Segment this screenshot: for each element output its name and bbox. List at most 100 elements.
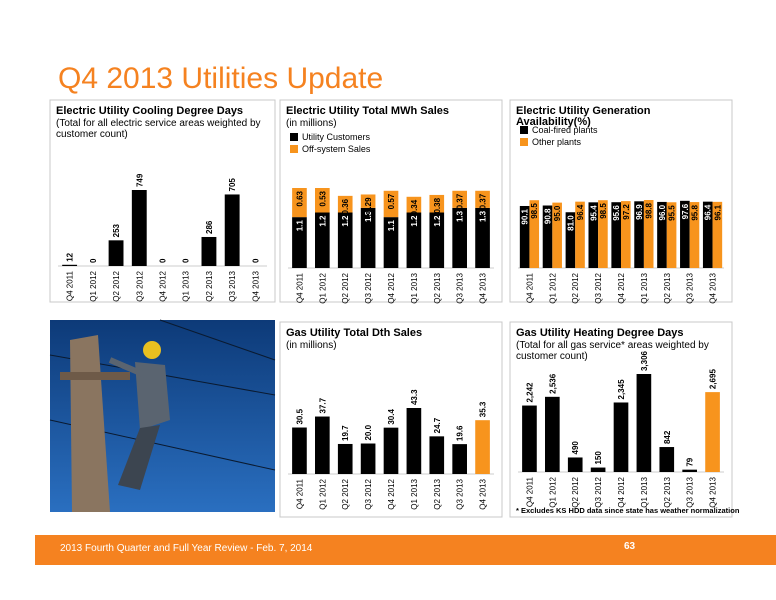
value-label: 20.0 [364,424,373,440]
value-label: 2,695 [709,369,718,390]
page-number: 63 [624,541,636,552]
legend-label: Off-system Sales [302,144,371,154]
x-tick-label: Q2 2013 [663,272,672,303]
value-label: 90.1 [521,208,530,224]
bar [360,443,376,474]
footer-text: 2013 Fourth Quarter and Full Year Review… [60,543,313,554]
value-label: 0.53 [318,190,327,206]
bar-segment [337,212,353,268]
value-label: 19.6 [456,425,465,441]
bar-segment [360,207,376,268]
x-tick-label: Q4 2013 [251,270,260,301]
x-tick-label: Q4 2013 [479,478,488,509]
bar-segment [315,212,330,268]
bar-segment [429,212,445,268]
x-tick-label: Q3 2012 [364,272,373,303]
value-label: 96.9 [635,204,644,220]
bar [406,408,422,474]
x-tick-label: Q1 2012 [318,272,327,303]
bar [657,201,667,268]
value-label: 0 [182,258,191,263]
value-label: 0.63 [295,190,304,206]
x-tick-label: Q4 2012 [159,270,168,301]
chart-title: Electric Utility Total MWh Sales [286,105,449,117]
value-label: 30.4 [387,409,396,425]
bar [429,436,445,474]
panel [509,99,733,303]
bar-segment [315,188,330,213]
bar-segment [292,188,307,218]
bar [529,200,540,268]
x-tick-label: Q3 2013 [686,272,695,303]
x-tick-label: Q3 2012 [135,270,144,301]
bar-segment [360,194,376,208]
bar [598,200,608,268]
panel-header: Gas Utility Total Dth Sales (in millions) [286,327,494,352]
value-label: 490 [571,441,580,455]
bar [383,427,399,474]
x-tick-label: Q2 2012 [112,270,121,301]
value-label: 1.2 [410,215,419,227]
chart-subtitle: (Total for all electric service areas we… [56,118,261,140]
value-label: 1.1 [295,220,304,232]
x-tick-label: Q4 2011 [525,272,534,303]
legend-swatch [290,133,298,141]
x-tick-label: Q2 2013 [663,476,672,507]
x-tick-label: Q2 2013 [433,478,442,509]
bar-segment [406,212,422,268]
value-label: 43.3 [410,389,419,405]
bar [611,202,621,268]
x-tick-label: Q4 2013 [709,272,718,303]
panel-header: Electric Utility Cooling Degree Days (Tot… [56,106,267,141]
x-tick-label: Q4 2013 [709,476,718,507]
value-label: 98.5 [530,203,539,219]
value-label: 98.5 [599,203,608,219]
x-tick-label: Q1 2013 [640,476,649,507]
bar [712,201,723,268]
legend-label: Coal-fired plants [532,125,598,135]
value-label: 0.29 [364,197,373,213]
value-label: 0 [89,258,98,263]
bar [337,443,353,474]
bar [659,447,675,472]
x-tick-label: Q1 2012 [318,478,327,509]
chart-title: Gas Utility Total Dth Sales [286,327,423,339]
x-tick-label: Q4 2012 [617,272,626,303]
chart-title: Gas Utility Heating Degree Days [516,327,684,339]
value-label: 705 [228,178,237,192]
bar [131,190,147,266]
value-label: 12 [66,252,75,261]
bar-segment [337,195,353,213]
x-tick-label: Q1 2013 [182,270,191,301]
x-tick-label: Q2 2012 [571,272,580,303]
value-label: 1.1 [387,220,396,232]
value-label: 286 [205,220,214,234]
value-label: 2,242 [525,382,534,403]
value-label: 24.7 [433,417,442,433]
x-tick-label: Q2 2013 [205,270,214,301]
panel [279,321,503,518]
bar [552,202,562,268]
chart-subtitle: (in millions) [286,118,337,129]
value-label: 0.37 [479,193,488,209]
value-label: 1.3 [364,210,373,222]
value-label: 97.6 [681,203,690,219]
bar-segment [475,190,490,208]
x-tick-label: Q1 2012 [548,272,557,303]
bar [475,420,490,474]
bar [588,202,599,268]
bar-segment [475,207,490,268]
value-label: 19.7 [341,425,350,441]
value-label: 35.3 [479,401,488,417]
value-label: 95.5 [668,205,677,221]
legend-swatch [290,145,298,153]
slide-title: Q4 2013 Utilities Update [58,62,384,95]
x-tick-label: Q2 2013 [433,272,442,303]
bar-segment [383,190,399,218]
bar [621,201,631,268]
value-label: 1.3 [456,210,465,222]
value-label: 842 [663,430,672,444]
bar [643,200,654,268]
bar [565,212,576,268]
value-label: 0 [251,258,260,263]
